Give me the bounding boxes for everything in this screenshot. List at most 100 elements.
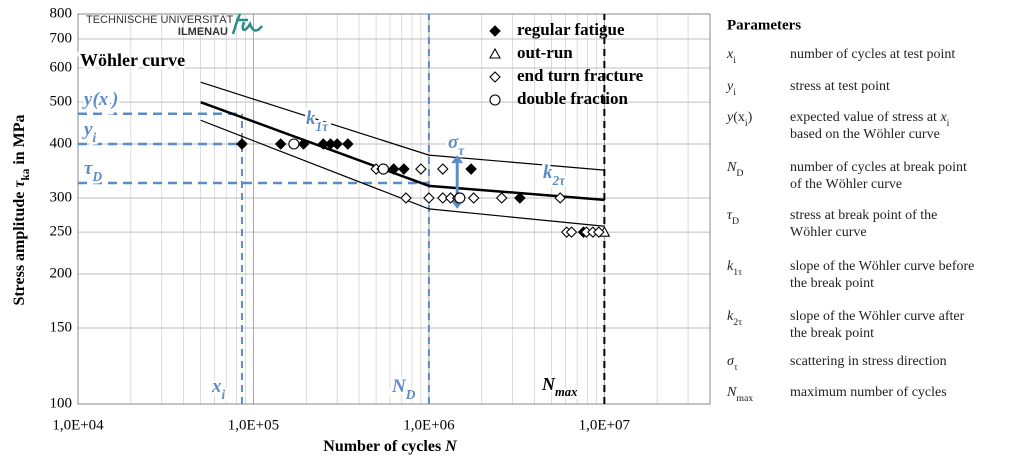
y-tick-label: 150 — [50, 319, 73, 335]
text-part: scattering in stress direction — [790, 354, 947, 369]
text-part: 2τ — [733, 317, 742, 328]
data-point — [593, 226, 605, 238]
plot-frame — [77, 13, 711, 405]
text-part: N — [391, 376, 407, 397]
text-part: i — [947, 118, 950, 129]
y-tick-label: 300 — [50, 189, 73, 205]
text-part: σ — [727, 354, 735, 369]
text-part: i — [733, 55, 736, 66]
text-part: i — [733, 87, 736, 98]
text-part: 1τ — [316, 119, 330, 134]
text-part: y — [725, 110, 734, 125]
text-part: slope of the Wöhler curve before — [790, 259, 974, 274]
data-point — [297, 138, 310, 150]
x-axis-title: Number of cycles N — [323, 438, 458, 455]
text-part: stress at break point of the — [790, 208, 937, 223]
text-part: x — [211, 376, 222, 397]
text-part: i — [92, 130, 96, 145]
data-point — [454, 192, 466, 204]
text-part: slope of the Wöhler curve after — [790, 309, 965, 324]
legend-marker — [489, 94, 501, 106]
text-part: i — [222, 387, 226, 402]
data-point — [514, 192, 526, 204]
woehler-line — [200, 81, 605, 171]
parameter-description: number of cycles at test point — [790, 47, 955, 62]
text-part: max — [555, 385, 577, 399]
data-point — [387, 163, 400, 175]
text-part: i — [108, 100, 112, 115]
text-part: number of cycles at test point — [790, 47, 955, 62]
text-part: τ — [734, 362, 738, 373]
text-part: y — [725, 79, 734, 94]
parameter-symbol: xi — [726, 47, 736, 66]
data-point — [437, 192, 449, 204]
legend-marker — [489, 47, 501, 59]
annotation: xi — [211, 376, 226, 401]
text-part: number of cycles at break point — [790, 160, 967, 175]
parameter-description: Wöhler curve — [790, 225, 867, 240]
text-part: k — [727, 309, 734, 324]
text-part: N — [726, 160, 737, 175]
parameter-symbol: τD — [727, 208, 739, 227]
annotation: y(xi) — [82, 89, 118, 114]
text-part: of the Wöhler curve — [790, 177, 902, 192]
text-part: (x — [733, 110, 745, 125]
data-point — [400, 192, 412, 204]
woehler-line — [200, 119, 605, 227]
text-part: k — [543, 162, 553, 183]
data-point — [437, 163, 449, 175]
parameter-description: slope of the Wöhler curve before — [790, 259, 974, 274]
logo-text: ILMENAU — [178, 26, 228, 38]
y-tick-label: 500 — [50, 94, 73, 110]
text-part: ) — [748, 110, 753, 125]
text-part: ) — [110, 89, 118, 110]
text-part: x — [939, 110, 947, 125]
data-point — [415, 163, 427, 175]
y-tick-label: 200 — [50, 265, 73, 281]
data-point — [465, 163, 477, 175]
parameters-title: Parameters — [727, 17, 801, 33]
text-part: D — [736, 168, 743, 179]
parameter-description: of the Wöhler curve — [790, 177, 902, 192]
parameter-symbol: k2τ — [727, 309, 742, 328]
legend-label: regular fatigue — [517, 20, 625, 39]
text-part: max — [736, 393, 753, 404]
data-point — [495, 192, 508, 204]
text-part: N — [541, 374, 556, 394]
y-tick-label: 250 — [50, 224, 73, 240]
data-point — [467, 192, 480, 204]
annotation: k2τ — [543, 162, 566, 187]
text-part: x — [726, 47, 734, 62]
x-tick-label: 1,0E+07 — [579, 417, 631, 433]
text-part: τ — [84, 158, 93, 179]
data-point — [398, 163, 410, 175]
y-tick-label: 600 — [50, 59, 73, 75]
text-part: σ — [448, 132, 459, 153]
text-part: the break point — [790, 326, 874, 341]
parameter-description: maximum number of cycles — [790, 385, 947, 400]
parameter-description: stress at break point of the — [790, 208, 937, 223]
text-part: τ — [11, 180, 28, 188]
parameter-description: based on the Wöhler curve — [790, 127, 940, 142]
legend-label: out-run — [517, 43, 573, 62]
parameter-description: expected value of stress at xi — [790, 110, 950, 129]
data-point — [423, 192, 435, 204]
x-tick-label: 1,0E+04 — [52, 417, 104, 433]
woehler-line — [200, 100, 605, 202]
data-point — [288, 138, 300, 150]
text-part: D — [405, 387, 416, 402]
legend-marker — [489, 25, 501, 37]
parameter-symbol: yi — [725, 79, 736, 98]
data-point — [342, 138, 354, 150]
annotation: yi — [82, 119, 96, 144]
annotation: k1τ — [306, 108, 329, 133]
text-part: N — [726, 385, 737, 400]
text-part: 1τ — [733, 267, 742, 278]
y-tick-label: 100 — [50, 395, 73, 411]
text-part: Number of cycles — [323, 438, 445, 455]
annotation: τD — [84, 158, 102, 183]
parameter-symbol: y(xi) — [725, 110, 753, 129]
text-part: D — [91, 169, 102, 184]
